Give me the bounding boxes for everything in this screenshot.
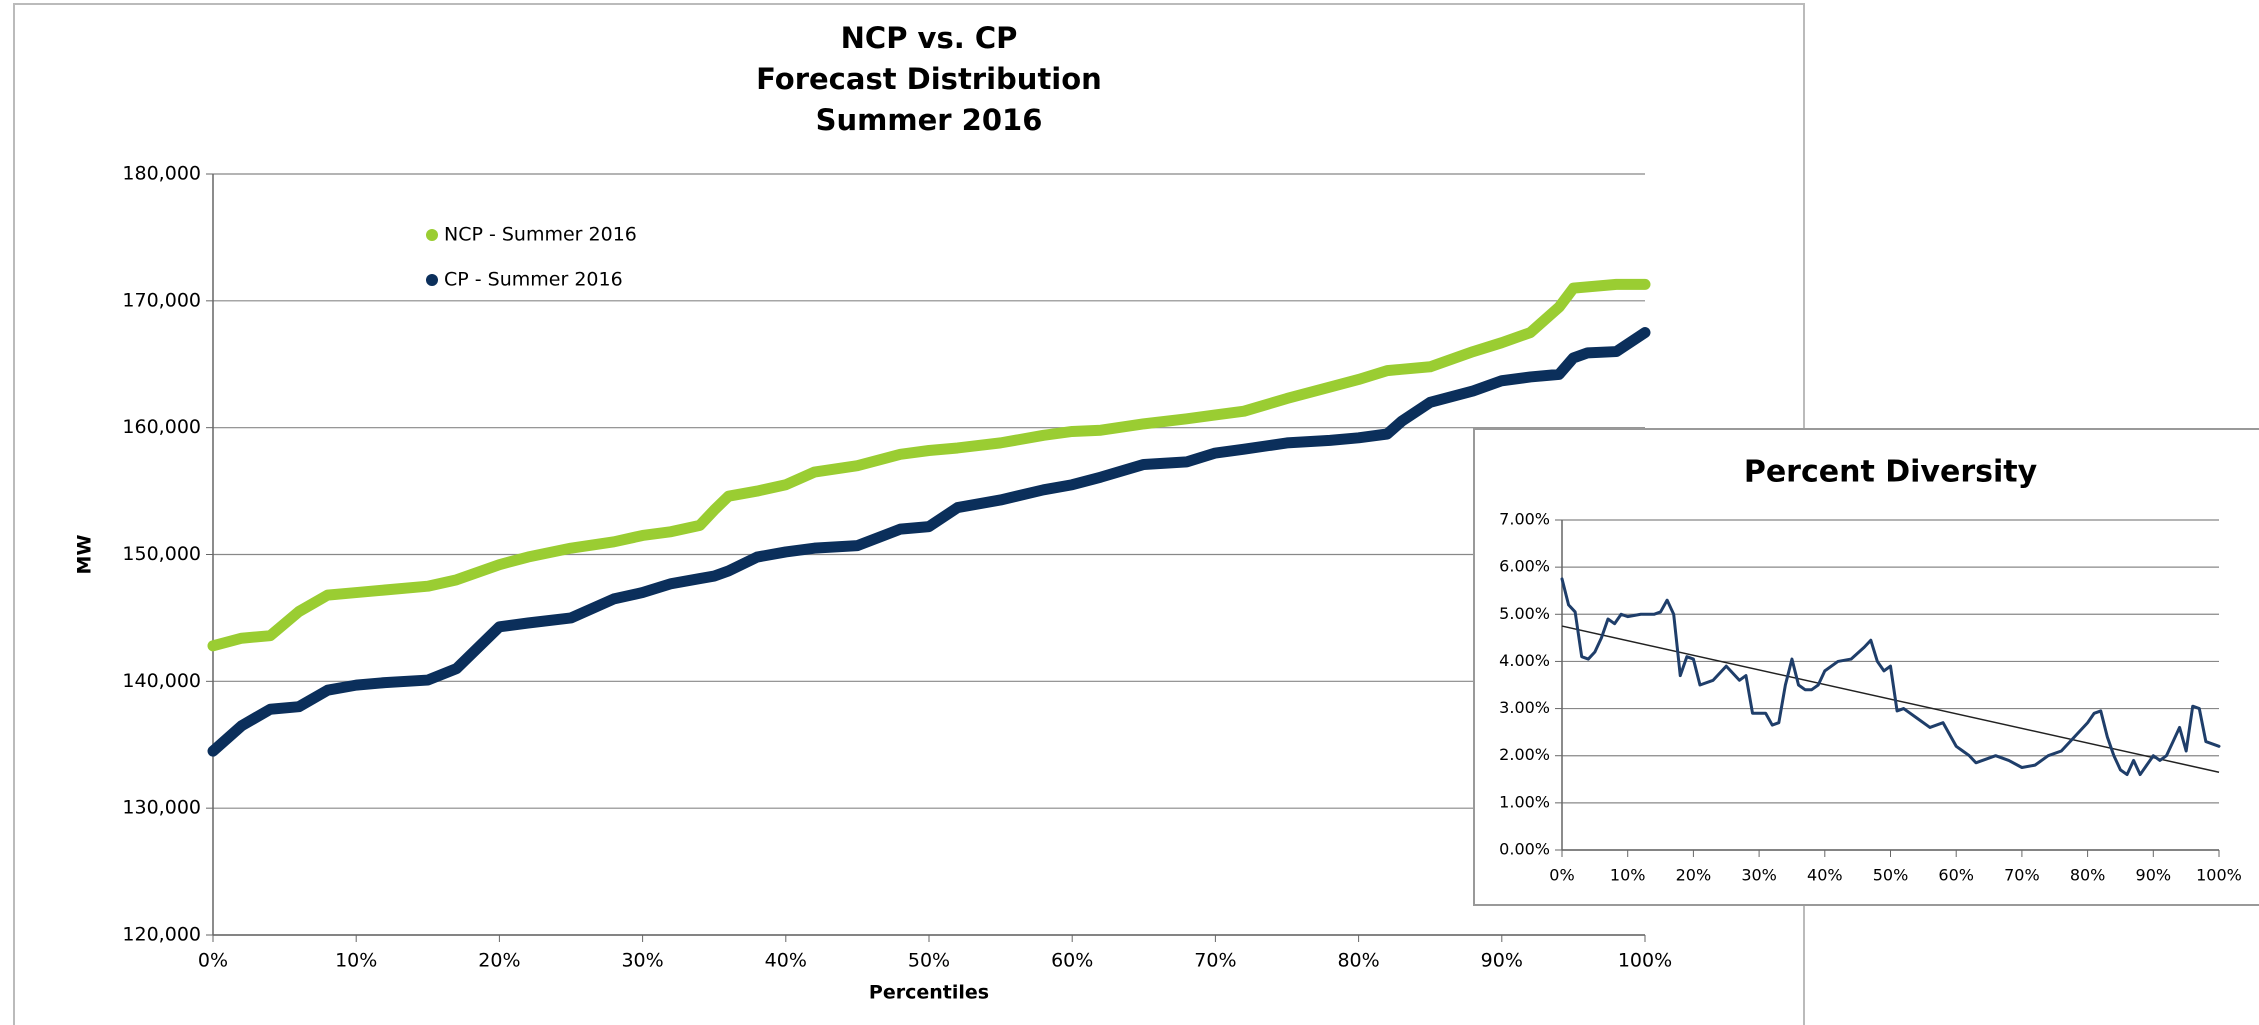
x-tick-label: 0% — [1549, 866, 1574, 885]
x-tick-label: 40% — [765, 950, 807, 972]
y-tick-label: 4.00% — [1499, 651, 1550, 670]
x-tick-label: 70% — [2004, 866, 2040, 885]
x-tick-label: 50% — [908, 950, 950, 972]
x-tick-label: 60% — [1051, 950, 1093, 972]
y-tick-label: 130,000 — [122, 797, 201, 819]
x-tick-label: 50% — [1873, 866, 1909, 885]
y-tick-label: 0.00% — [1499, 840, 1550, 859]
y-axis-label: MW — [74, 535, 96, 575]
y-tick-label: 3.00% — [1499, 698, 1550, 717]
y-tick-label: 5.00% — [1499, 604, 1550, 623]
chart-subtitle: Forecast Distribution — [756, 62, 1102, 96]
x-tick-label: 30% — [1741, 866, 1777, 885]
inset-frame — [1473, 428, 2259, 906]
x-tick-label: 30% — [621, 950, 663, 972]
x-tick-label: 70% — [1194, 950, 1236, 972]
x-tick-label: 20% — [478, 950, 520, 972]
x-tick-label: 20% — [1676, 866, 1712, 885]
x-axis-label: Percentiles — [869, 982, 989, 1004]
y-tick-label: 6.00% — [1499, 557, 1550, 576]
x-tick-label: 0% — [198, 950, 228, 972]
x-tick-label: 10% — [1610, 866, 1646, 885]
chart-title: Percent Diversity — [1744, 455, 2038, 490]
legend-marker — [426, 274, 438, 286]
series-line — [1560, 577, 2221, 777]
y-tick-label: 160,000 — [122, 416, 201, 438]
legend-label: NCP - Summer 2016 — [444, 224, 637, 246]
y-tick-label: 1.00% — [1499, 792, 1550, 811]
chart-title: NCP vs. CP — [841, 21, 1018, 55]
y-tick-label: 170,000 — [122, 289, 201, 311]
y-tick-label: 180,000 — [122, 163, 201, 185]
x-tick-label: 90% — [1481, 950, 1523, 972]
x-tick-label: 100% — [2196, 866, 2242, 885]
x-tick-label: 90% — [2136, 866, 2172, 885]
trendline — [1561, 625, 2220, 773]
x-tick-label: 80% — [1337, 950, 1379, 972]
y-tick-label: 2.00% — [1499, 745, 1550, 764]
y-tick-label: 150,000 — [122, 543, 201, 565]
x-tick-label: 40% — [1807, 866, 1843, 885]
y-tick-label: 140,000 — [122, 670, 201, 692]
legend-marker — [426, 229, 438, 241]
x-tick-label: 100% — [1618, 950, 1672, 972]
y-tick-label: 120,000 — [122, 924, 201, 946]
x-tick-label: 80% — [2070, 866, 2106, 885]
y-tick-label: 7.00% — [1499, 510, 1550, 529]
series-line — [207, 278, 1651, 652]
x-tick-label: 60% — [1938, 866, 1974, 885]
legend-label: CP - Summer 2016 — [444, 269, 623, 291]
chart-subtitle: Summer 2016 — [816, 103, 1043, 137]
x-tick-label: 10% — [335, 950, 377, 972]
series-line — [207, 327, 1651, 757]
